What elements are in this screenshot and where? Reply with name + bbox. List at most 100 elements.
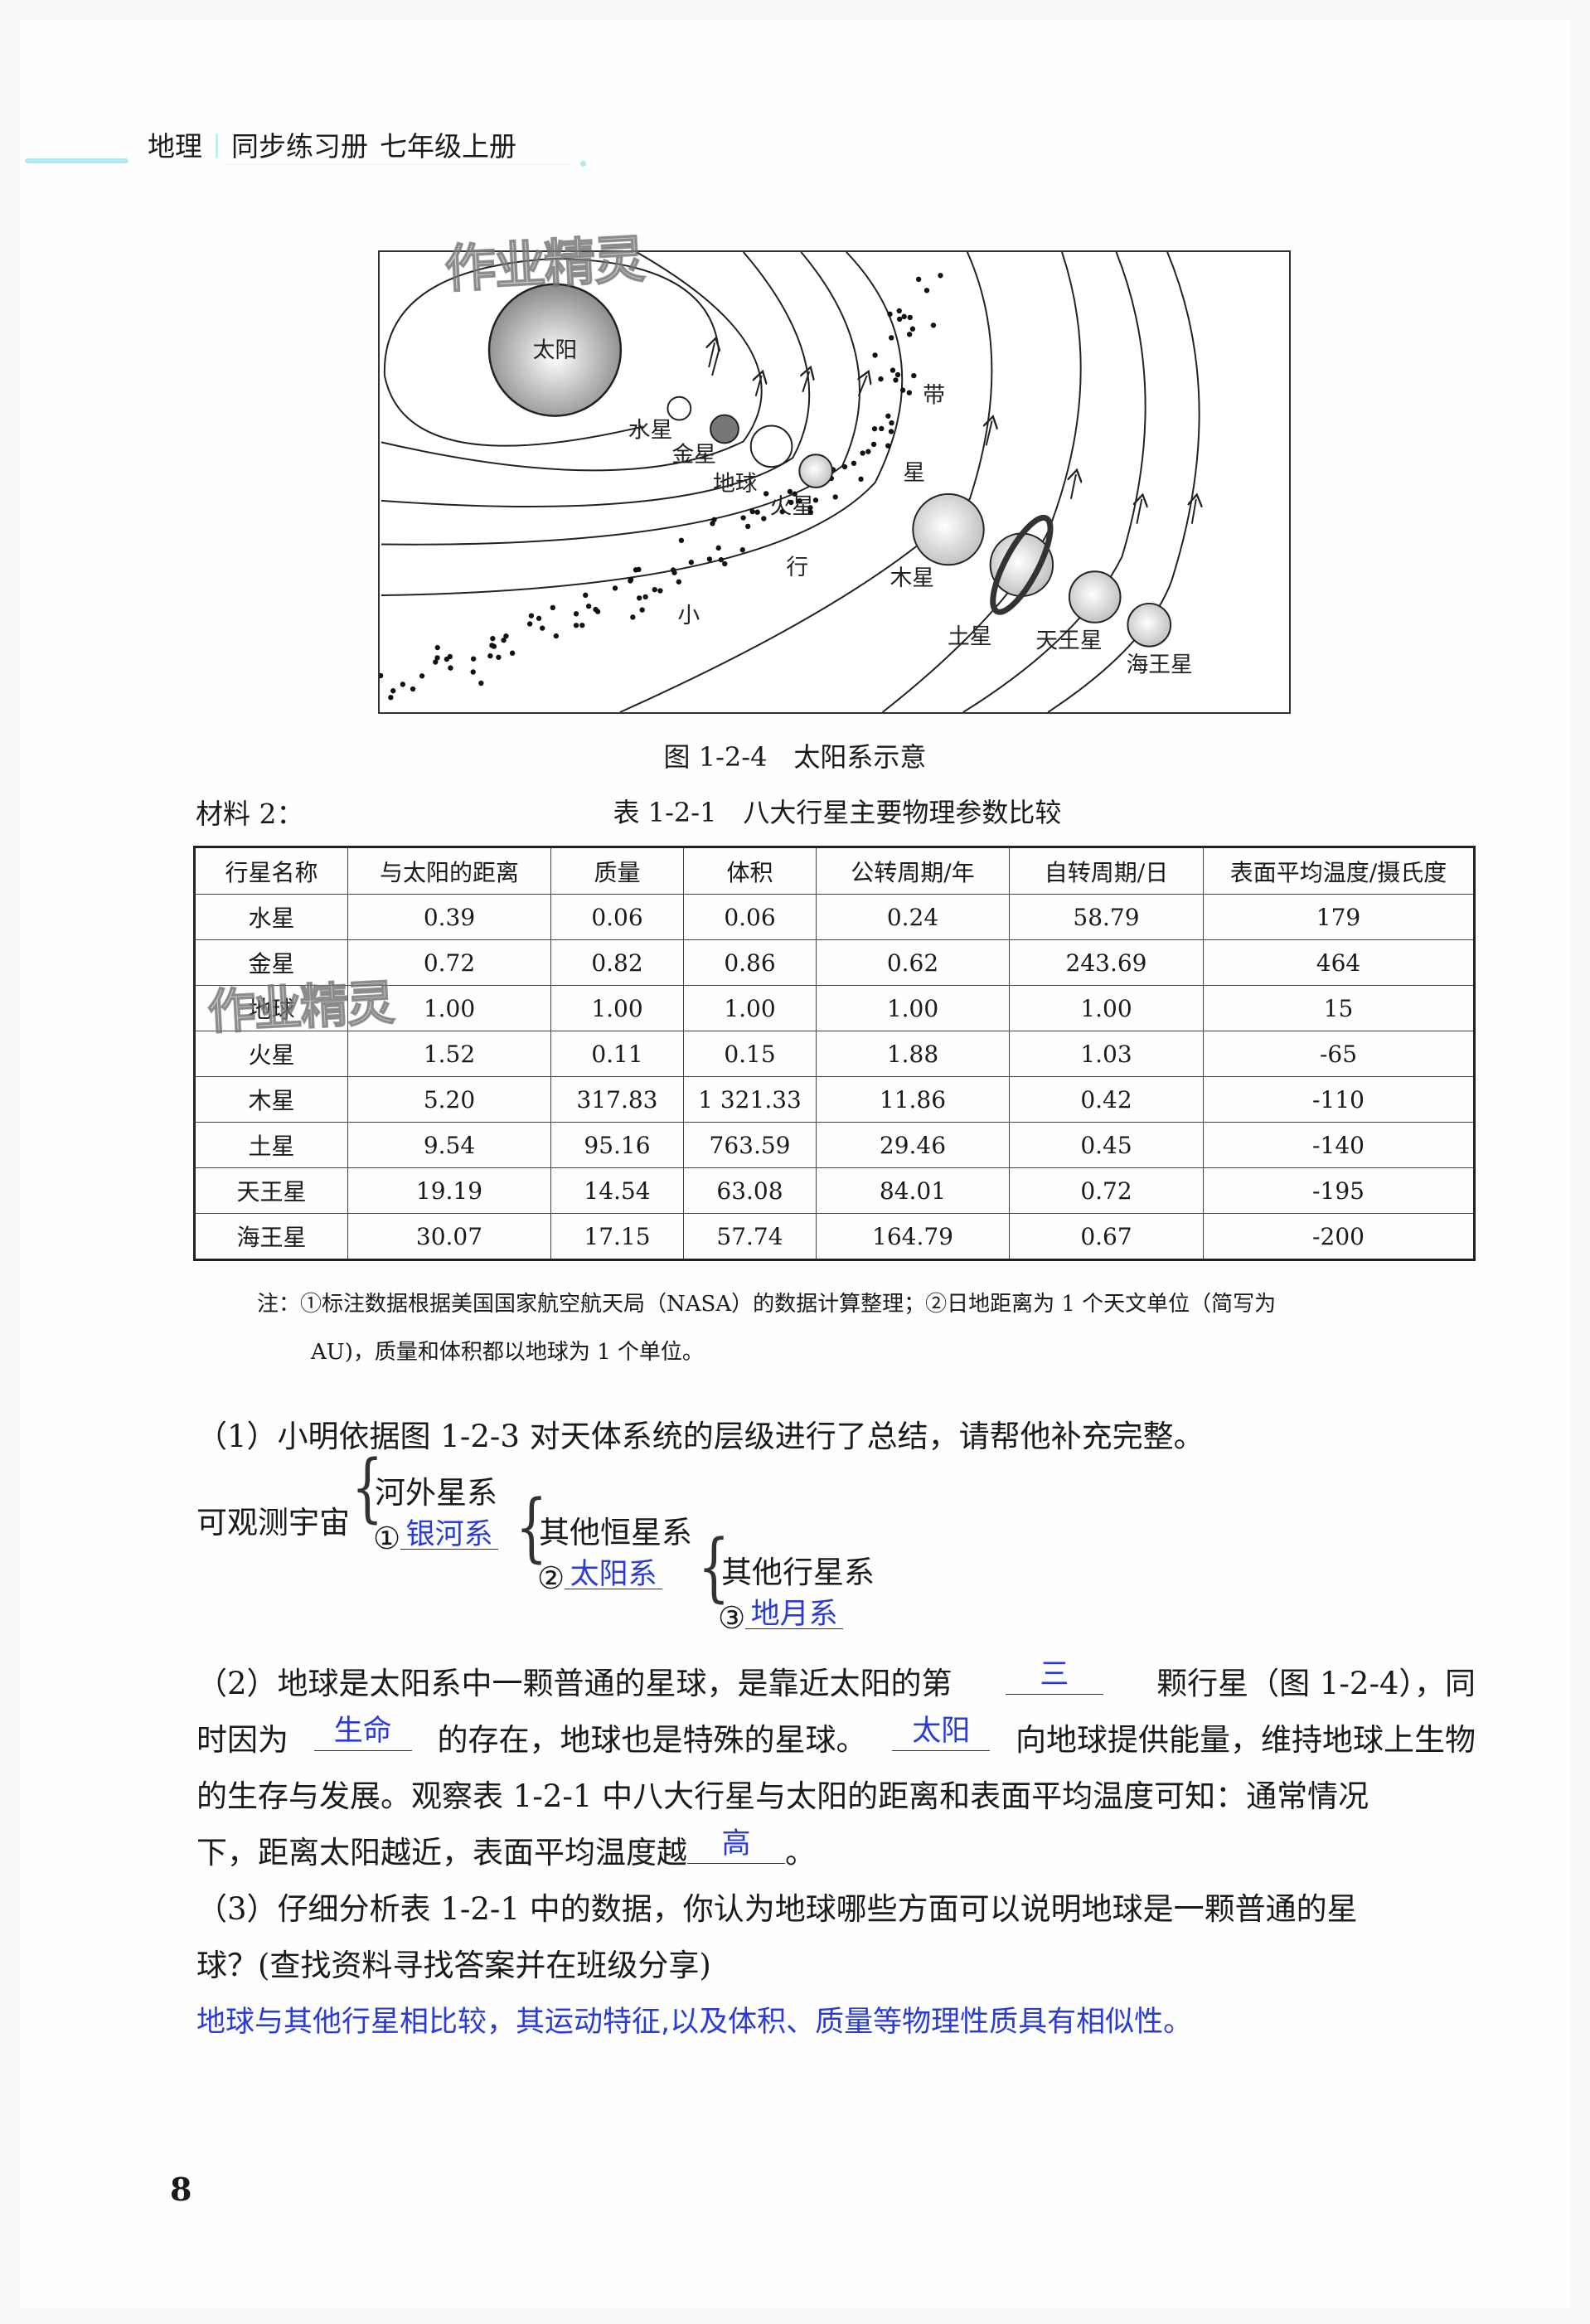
asteroid-dot [858, 476, 864, 483]
asteroid-dot [787, 488, 793, 495]
q2-text: 。 [785, 1835, 816, 1870]
planet-label: 火星 [770, 494, 815, 520]
orbit-arrow [859, 376, 867, 397]
asteroid-dot [503, 633, 509, 639]
planet-saturn [989, 532, 1054, 598]
column-header: 体积 [683, 847, 817, 895]
orbit-arrow [1192, 499, 1196, 524]
circled-number-3: ③ [718, 1600, 746, 1636]
asteroid-dot [865, 449, 871, 454]
answer-blank-life[interactable]: 生命 [313, 1715, 412, 1751]
asteroid-dot [388, 695, 394, 701]
value-cell: 1.52 [347, 1031, 551, 1077]
asteroid-dot [612, 585, 618, 591]
q2-text: 时因为 [196, 1722, 288, 1758]
value-cell: 0.62 [816, 939, 1010, 986]
value-cell: 0.72 [347, 939, 551, 986]
brace-3: { [698, 1524, 730, 1612]
asteroid-belt-label: 小 [677, 603, 700, 628]
answer-blank-sun[interactable]: 太阳 [892, 1715, 991, 1751]
saturn-ring [990, 514, 1054, 615]
value-cell: 57.74 [683, 1213, 817, 1260]
answer-blank-1[interactable]: 银河系 [400, 1516, 499, 1551]
asteroid-dot [583, 592, 589, 598]
answer-temperature: 高 [721, 1827, 751, 1861]
answer-blank-temperature[interactable]: 高 [687, 1827, 785, 1864]
asteroid-dot [594, 609, 601, 614]
asteroid-dot [628, 576, 634, 583]
asteroid-dot [749, 508, 755, 515]
asteroid-dot [878, 376, 884, 382]
asteroid-dot [478, 680, 484, 687]
value-cell: -110 [1203, 1076, 1475, 1123]
answer-blank-planet-order[interactable]: 三 [1005, 1658, 1103, 1695]
value-cell: 14.54 [550, 1167, 684, 1214]
asteroid-dot [487, 653, 493, 659]
asteroid-dot [433, 659, 439, 665]
asteroid-dot [711, 517, 717, 522]
value-cell: 63.08 [683, 1167, 817, 1214]
asteroid-dot [636, 566, 642, 573]
asteroid-dot [579, 622, 585, 628]
asteroid-dot [887, 311, 893, 318]
value-cell: 17.15 [550, 1213, 684, 1260]
value-cell: 0.11 [550, 1031, 684, 1077]
value-cell: 763.59 [683, 1122, 817, 1168]
value-cell: 0.15 [683, 1031, 817, 1077]
answer-blank-2[interactable]: 太阳系 [565, 1555, 663, 1591]
asteroid-dot [434, 644, 440, 651]
solar-system-diagram: 太阳 水星 金星 地球 火星 木星 土星 天王星 海王星 小 行 星 带 [377, 250, 1291, 714]
column-header: 公转周期/年 [816, 847, 1010, 895]
planet-label: 水星 [628, 417, 673, 443]
asteroid-dot [893, 377, 899, 383]
q2-text: 向地球提供能量，维持地球上生物 [1016, 1722, 1476, 1758]
value-cell: 1.00 [1009, 985, 1204, 1031]
orbit-arrow [802, 371, 809, 393]
asteroid-dot [688, 560, 695, 565]
value-cell: 0.82 [550, 939, 684, 986]
column-header: 自转周期/日 [1009, 847, 1204, 895]
value-cell: 1.88 [816, 1031, 1010, 1077]
asteroid-dot [526, 621, 533, 627]
planet-name-cell: 地球 [194, 985, 348, 1031]
asteroid-dot [890, 367, 896, 373]
asteroid-dot [885, 443, 891, 449]
asteroid-dot [540, 625, 545, 631]
q3-text: （3）仔细分析表 1-2-1 中的数据，你认为地球哪些方面可以说明地球是一颗普通… [196, 1891, 1358, 1927]
question-2-line-4: 下，距离太阳越近，表面平均温度越高。 [196, 1827, 816, 1872]
value-cell: 1 321.33 [683, 1076, 817, 1123]
asteroid-dot [885, 413, 891, 419]
asteroid-dot [718, 556, 725, 563]
asteroid-dot [896, 316, 903, 323]
planet-label: 海王星 [1126, 652, 1192, 677]
header-rule [224, 164, 572, 165]
asteroid-dot [550, 604, 556, 611]
answer-blank-3[interactable]: 地月系 [745, 1595, 844, 1631]
table-header-row: 行星名称 与太阳的距离 质量 体积 公转周期/年 自转周期/日 表面平均温度/摄氏度 [194, 847, 1475, 895]
header-accent-line [25, 158, 128, 163]
planet-earth [749, 425, 793, 468]
asteroid-dot [906, 332, 913, 337]
value-cell: 19.19 [347, 1167, 551, 1214]
asteroid-dot [896, 308, 902, 314]
asteroid-dot [434, 655, 440, 661]
asteroid-dot [915, 276, 922, 283]
value-cell: 1.00 [347, 985, 551, 1031]
asteroid-dot [489, 643, 495, 648]
orbit-path [383, 257, 720, 447]
asteroid-dot [637, 595, 642, 601]
asteroid-dot [812, 497, 819, 503]
asteroid-dot [779, 508, 785, 515]
value-cell: 0.06 [550, 894, 684, 940]
asteroid-dot [807, 509, 813, 516]
orbit-path [381, 251, 904, 597]
asteroid-dot [888, 429, 894, 434]
brace-2: { [516, 1484, 548, 1572]
table-row: 地球 1.00 1.00 1.00 1.00 1.00 15 [194, 985, 1475, 1031]
tree-root: 可观测宇宙 [196, 1505, 350, 1540]
asteroid-dot [870, 441, 877, 448]
asteroid-dot [671, 570, 677, 575]
table-row: 木星 5.20 317.83 1 321.33 11.86 0.42 -110 [194, 1076, 1475, 1123]
asteroid-dot [872, 352, 878, 358]
asteroid-dot [807, 505, 813, 511]
